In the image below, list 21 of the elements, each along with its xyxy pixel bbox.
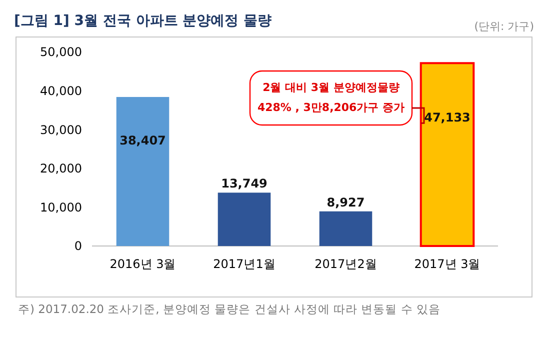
annotation: 2월 대비 3월 분양예정물량 428% , 3만8,206가구 증가 [257, 81, 405, 114]
x-tick-label: 2017년1월 [213, 257, 276, 271]
y-tick-label: 20,000 [40, 162, 82, 176]
y-tick-label: 40,000 [40, 84, 82, 98]
x-tick-label: 2017년2월 [314, 257, 377, 271]
text: 주) 2017.02.20 조사기준, 분양예정 물량은 건설사 사정에 따라 변동될 수 있음 [18, 302, 441, 316]
bar [319, 211, 372, 246]
chart-subtitle: (단위: 가구) [474, 20, 534, 33]
data-label: 47,133 [424, 110, 470, 125]
y-tick-label: 10,000 [40, 200, 82, 214]
y-tick-label: 0 [74, 239, 82, 254]
bar [116, 96, 170, 246]
x-tick-label: 2017년 3월 [414, 257, 480, 271]
bar [218, 192, 271, 246]
data-label: 13,749 [221, 176, 268, 191]
data-label: 38,407 [120, 134, 166, 148]
x-tick-label: 2016년 3월 [110, 257, 176, 271]
chart-title: [그림 1] 3월 전국 아파트 분양예정 물량 [14, 13, 272, 29]
data-label: 8,927 [326, 195, 365, 210]
y-tick-label: 30,000 [40, 122, 82, 137]
y-tick-label: 50,000 [40, 45, 82, 60]
